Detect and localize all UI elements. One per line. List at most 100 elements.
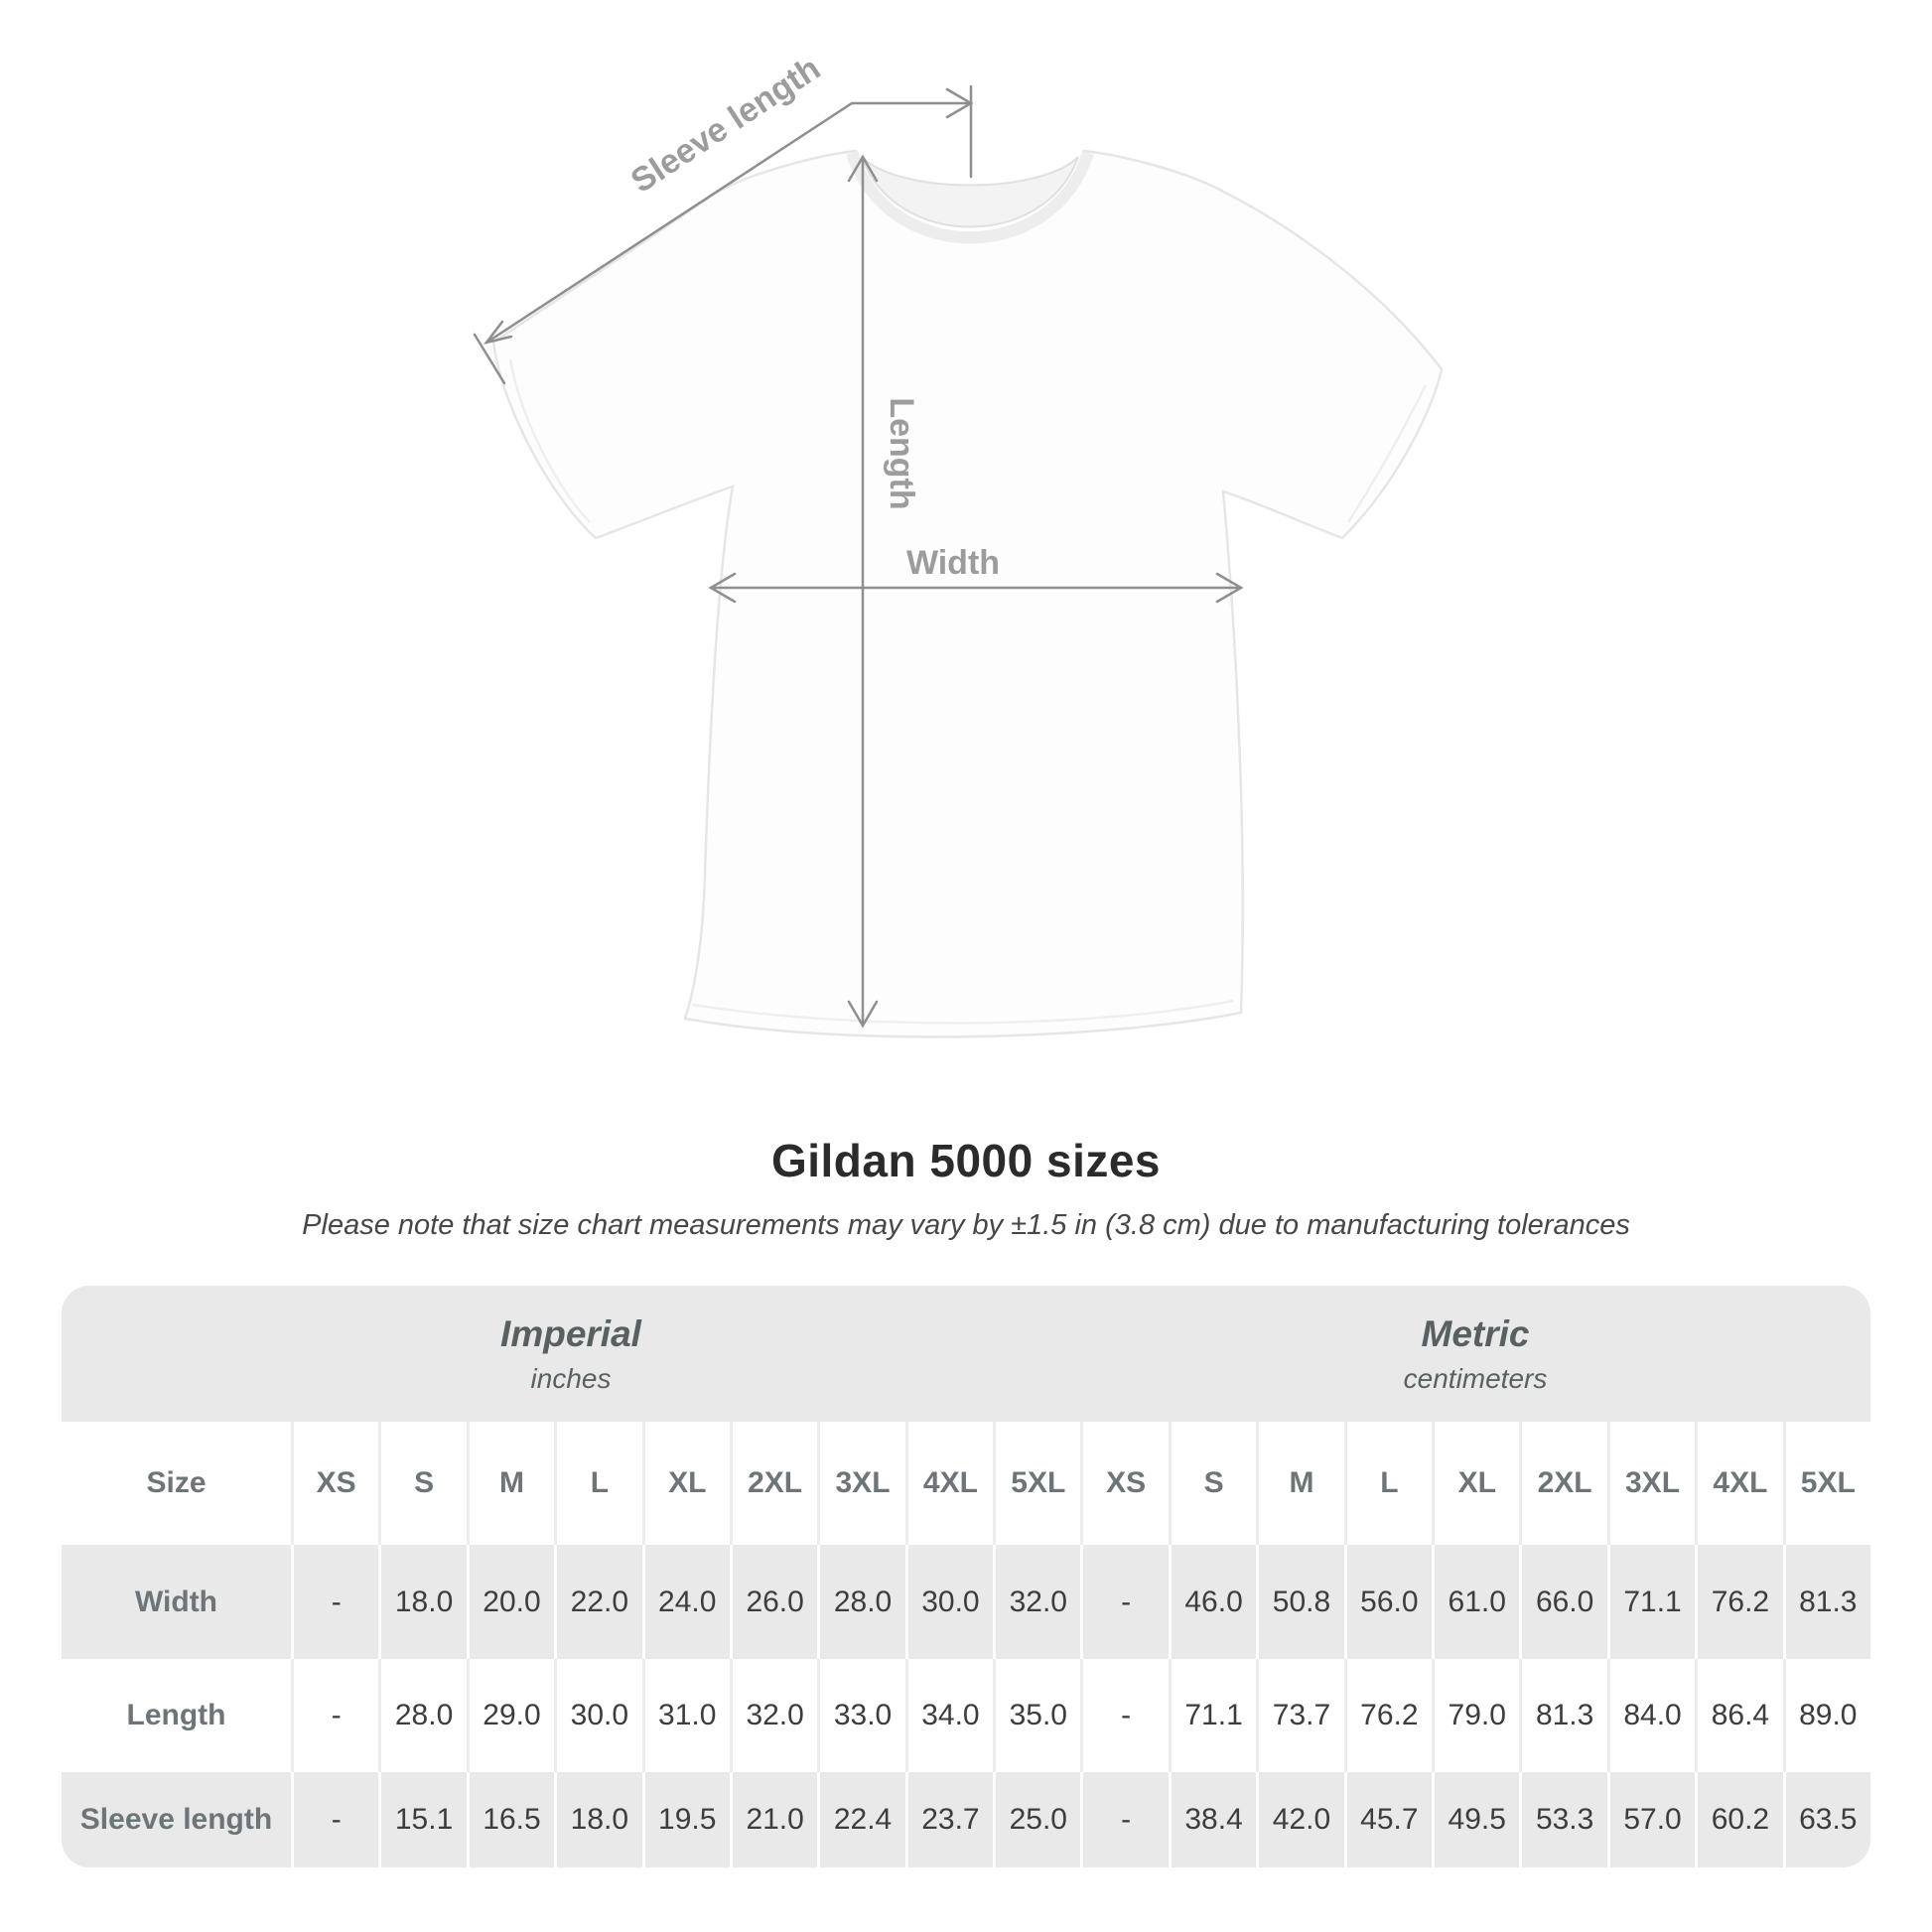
measurement-cell: 22.0 [554,1545,641,1659]
measurement-cell: 53.3 [1519,1772,1606,1867]
measurement-cell: 60.2 [1695,1772,1782,1867]
measurement-cell: 84.0 [1606,1659,1695,1772]
measurement-cell: 35.0 [993,1659,1080,1772]
measurement-cell: - [1080,1772,1168,1867]
measurement-cell: 32.0 [993,1545,1080,1659]
measurement-cell: 30.0 [554,1659,641,1772]
page-title: Gildan 5000 sizes [770,1135,1162,1186]
measurement-cell: 25.0 [993,1772,1080,1867]
measurement-cell: - [1080,1545,1168,1659]
size-header-cell: 4XL [1695,1422,1782,1545]
measurement-cell: 32.0 [729,1659,817,1772]
measurement-cell: 61.0 [1432,1545,1519,1659]
size-header-cell: S [378,1422,466,1545]
measurement-cell: 81.3 [1782,1545,1870,1659]
size-header-cell: M [466,1422,554,1545]
measurement-cell: 19.5 [641,1772,730,1867]
measurement-cell: 79.0 [1432,1659,1519,1772]
measurement-cell: 29.0 [466,1659,554,1772]
length-row: Length -28.0 29.0 30.0 31.0 32.0 33.0 34.0 35.0-… [62,1659,1870,1772]
size-header-cell: XS [291,1422,378,1545]
measurement-cell: 71.1 [1606,1545,1695,1659]
size-header-cell: 4XL [904,1422,993,1545]
metric-header: Metric centimeters [1080,1286,1870,1422]
width-label: Width [906,544,1000,582]
size-header-cell: 3XL [1606,1422,1695,1545]
measurement-cell: 28.0 [378,1659,466,1772]
measurement-cell: 22.4 [817,1772,904,1867]
size-header-row: Size XS S M L XL 2XL 3XL 4XL 5XL XS S M L XL 2XL 3XL 4XL 5… [62,1422,1870,1545]
size-header-cell: S [1168,1422,1256,1545]
tshirt-illustration [491,149,1444,1038]
length-label: Length [883,397,920,509]
measurement-cell: 26.0 [729,1545,817,1659]
size-header-cell: L [554,1422,641,1545]
measurement-cell: 18.0 [554,1772,641,1867]
measurement-cell: 21.0 [729,1772,817,1867]
row-label: Length [126,1699,226,1731]
tshirt-measurement-diagram: Sleeve length Length Width [473,50,1444,1038]
measurement-cell: 73.7 [1256,1659,1343,1772]
measurement-cell: 56.0 [1343,1545,1432,1659]
size-header-cell: XL [641,1422,730,1545]
row-label: Width [134,1585,218,1618]
metric-title: Metric [1421,1312,1530,1354]
measurement-cell: 49.5 [1432,1772,1519,1867]
measurement-cell: 76.2 [1343,1659,1432,1772]
sleeve-length-arrow [473,84,974,385]
collar-opening [861,156,1079,228]
cuff-reference-tick [473,333,506,385]
measurement-cell: 63.5 [1782,1772,1870,1867]
measurement-cell: 16.5 [466,1772,554,1867]
measurement-cell: 31.0 [641,1659,730,1772]
measurement-cell: - [1080,1659,1168,1772]
length-arrow [847,154,879,1029]
size-header-cell: L [1343,1422,1432,1545]
measurement-cell: 46.0 [1168,1545,1256,1659]
metric-unit: centimeters [1403,1362,1548,1394]
measurement-cell: 89.0 [1782,1659,1870,1772]
imperial-title: Imperial [500,1312,641,1354]
measurement-cell: 38.4 [1168,1772,1256,1867]
size-table: Imperial inches Metric centimeters Size X… [62,1286,1870,1867]
tolerance-note: Please note that size chart measurements… [302,1209,1630,1241]
sleeve-length-row: Sleeve length -15.1 16.5 18.0 19.5 21.0 22.4 23… [62,1772,1870,1867]
size-header-cell: 5XL [993,1422,1080,1545]
measurement-cell: 45.7 [1343,1772,1432,1867]
measurement-cell: 86.4 [1695,1659,1782,1772]
measurement-cell: 28.0 [817,1545,904,1659]
size-header-cell: 2XL [1519,1422,1606,1545]
measurement-cell: 66.0 [1519,1545,1606,1659]
row-label: Sleeve length [79,1803,273,1836]
measurement-cell: - [291,1545,378,1659]
measurement-cell: 33.0 [817,1659,904,1772]
measurement-arrows [473,84,1244,1029]
measurement-cell: - [291,1659,378,1772]
measurement-cell: 30.0 [904,1545,993,1659]
imperial-header: Imperial inches [62,1286,1080,1422]
measurement-cell: 42.0 [1256,1772,1343,1867]
size-header-cell: 3XL [817,1422,904,1545]
measurement-cell: 34.0 [904,1659,993,1772]
unit-header-row: Imperial inches Metric centimeters [62,1286,1870,1422]
size-column-title: Size [146,1466,207,1499]
measurement-cell: - [291,1772,378,1867]
measurement-cell: 57.0 [1606,1772,1695,1867]
measurement-cell: 24.0 [641,1545,730,1659]
measurement-cell: 50.8 [1256,1545,1343,1659]
measurement-cell: 18.0 [378,1545,466,1659]
measurement-cell: 20.0 [466,1545,554,1659]
size-header-cell: M [1256,1422,1343,1545]
size-header-cell: XL [1432,1422,1519,1545]
measurement-cell: 71.1 [1168,1659,1256,1772]
width-arrow [708,572,1244,604]
size-header-cell: 5XL [1782,1422,1870,1545]
width-row: Width -18.0 20.0 22.0 24.0 26.0 28.0 30.0 32.0-4… [62,1545,1870,1659]
size-header-cell: XS [1080,1422,1168,1545]
imperial-unit: inches [530,1362,612,1394]
measurement-cell: 76.2 [1695,1545,1782,1659]
collar-band [846,151,1094,244]
measurement-cell: 15.1 [378,1772,466,1867]
measurement-cell: 23.7 [904,1772,993,1867]
